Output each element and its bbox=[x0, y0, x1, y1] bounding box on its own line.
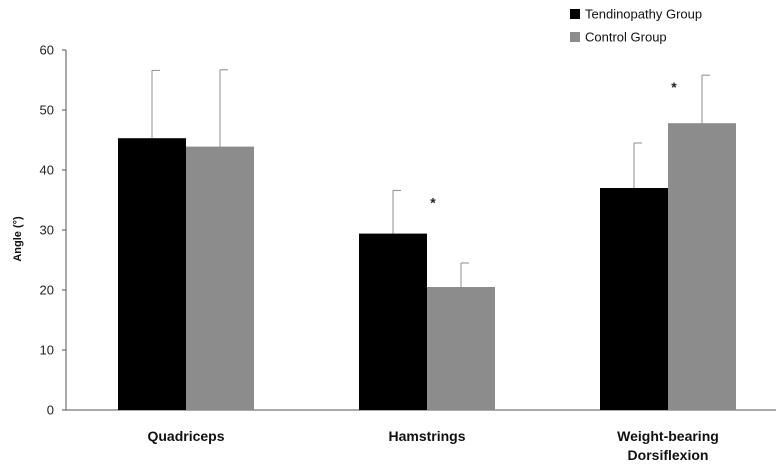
significance-mark: * bbox=[671, 79, 677, 95]
legend-label-1: Control Group bbox=[585, 30, 667, 45]
y-axis-title: Angle (°) bbox=[12, 216, 24, 262]
bar-control-0 bbox=[186, 146, 254, 410]
category-label: Hamstrings bbox=[388, 428, 465, 444]
y-tick-label: 20 bbox=[40, 283, 54, 298]
legend-label-0: Tendinopathy Group bbox=[585, 7, 702, 22]
bar-tendinopathy-2 bbox=[600, 188, 668, 410]
legend-swatch-0 bbox=[570, 9, 580, 19]
significance-mark: * bbox=[430, 194, 436, 210]
category-label: Dorsiflexion bbox=[628, 447, 709, 463]
y-tick-label: 60 bbox=[40, 43, 54, 58]
bars bbox=[118, 123, 736, 410]
bar-control-1 bbox=[427, 287, 495, 410]
y-tick-label: 10 bbox=[40, 343, 54, 358]
category-label: Weight-bearing bbox=[617, 428, 719, 444]
bar-tendinopathy-1 bbox=[359, 233, 427, 410]
category-label: Quadriceps bbox=[147, 428, 224, 444]
y-tick-label: 30 bbox=[40, 223, 54, 238]
labels: 0 10 20 30 40 50 60 Angle (°) Quadriceps Hamstrin… bbox=[12, 43, 719, 464]
y-tick-label: 50 bbox=[40, 103, 54, 118]
y-tick-label: 40 bbox=[40, 163, 54, 178]
legend-swatch-1 bbox=[570, 32, 580, 42]
error-bars bbox=[151, 69, 710, 287]
legend: Tendinopathy Group Control Group bbox=[570, 7, 702, 45]
bar-tendinopathy-0 bbox=[118, 138, 186, 410]
y-tick-label: 0 bbox=[47, 403, 54, 418]
bar-control-2 bbox=[668, 123, 736, 410]
